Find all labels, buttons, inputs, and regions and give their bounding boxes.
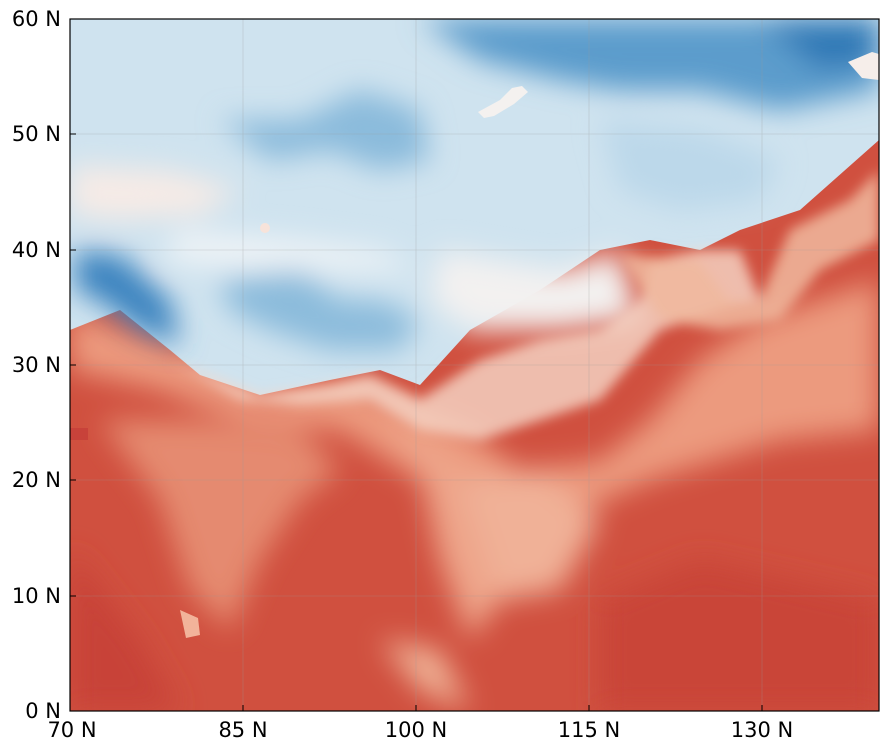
transition-band [170,170,879,440]
y-tick-label: 20 N [12,468,61,492]
warm-gradients [70,280,879,711]
y-tick-marks [70,18,76,712]
x-tick-label: 115 N [558,718,620,742]
x-tick-label: 70 N [47,718,96,742]
map-grid [70,19,879,711]
map-plot-area [70,19,879,711]
x-axis-labels: 70 N 85 N 100 N 115 N 130 N [47,718,793,742]
y-axis-labels: 0 N 10 N 20 N 30 N 40 N 50 N 60 N [12,7,61,723]
y-tick-label: 10 N [12,584,61,608]
y-tick-label: 0 N [25,699,61,723]
y-tick-label: 50 N [12,122,61,146]
x-tick-label: 130 N [731,718,793,742]
x-tick-label: 100 N [385,718,447,742]
y-tick-label: 30 N [12,353,61,377]
x-tick-label: 85 N [218,718,267,742]
cool-gradients [70,19,879,350]
y-tick-label: 40 N [12,238,61,262]
map-specks [70,52,879,638]
x-tick-marks [69,705,763,711]
y-tick-label: 60 N [12,7,61,31]
